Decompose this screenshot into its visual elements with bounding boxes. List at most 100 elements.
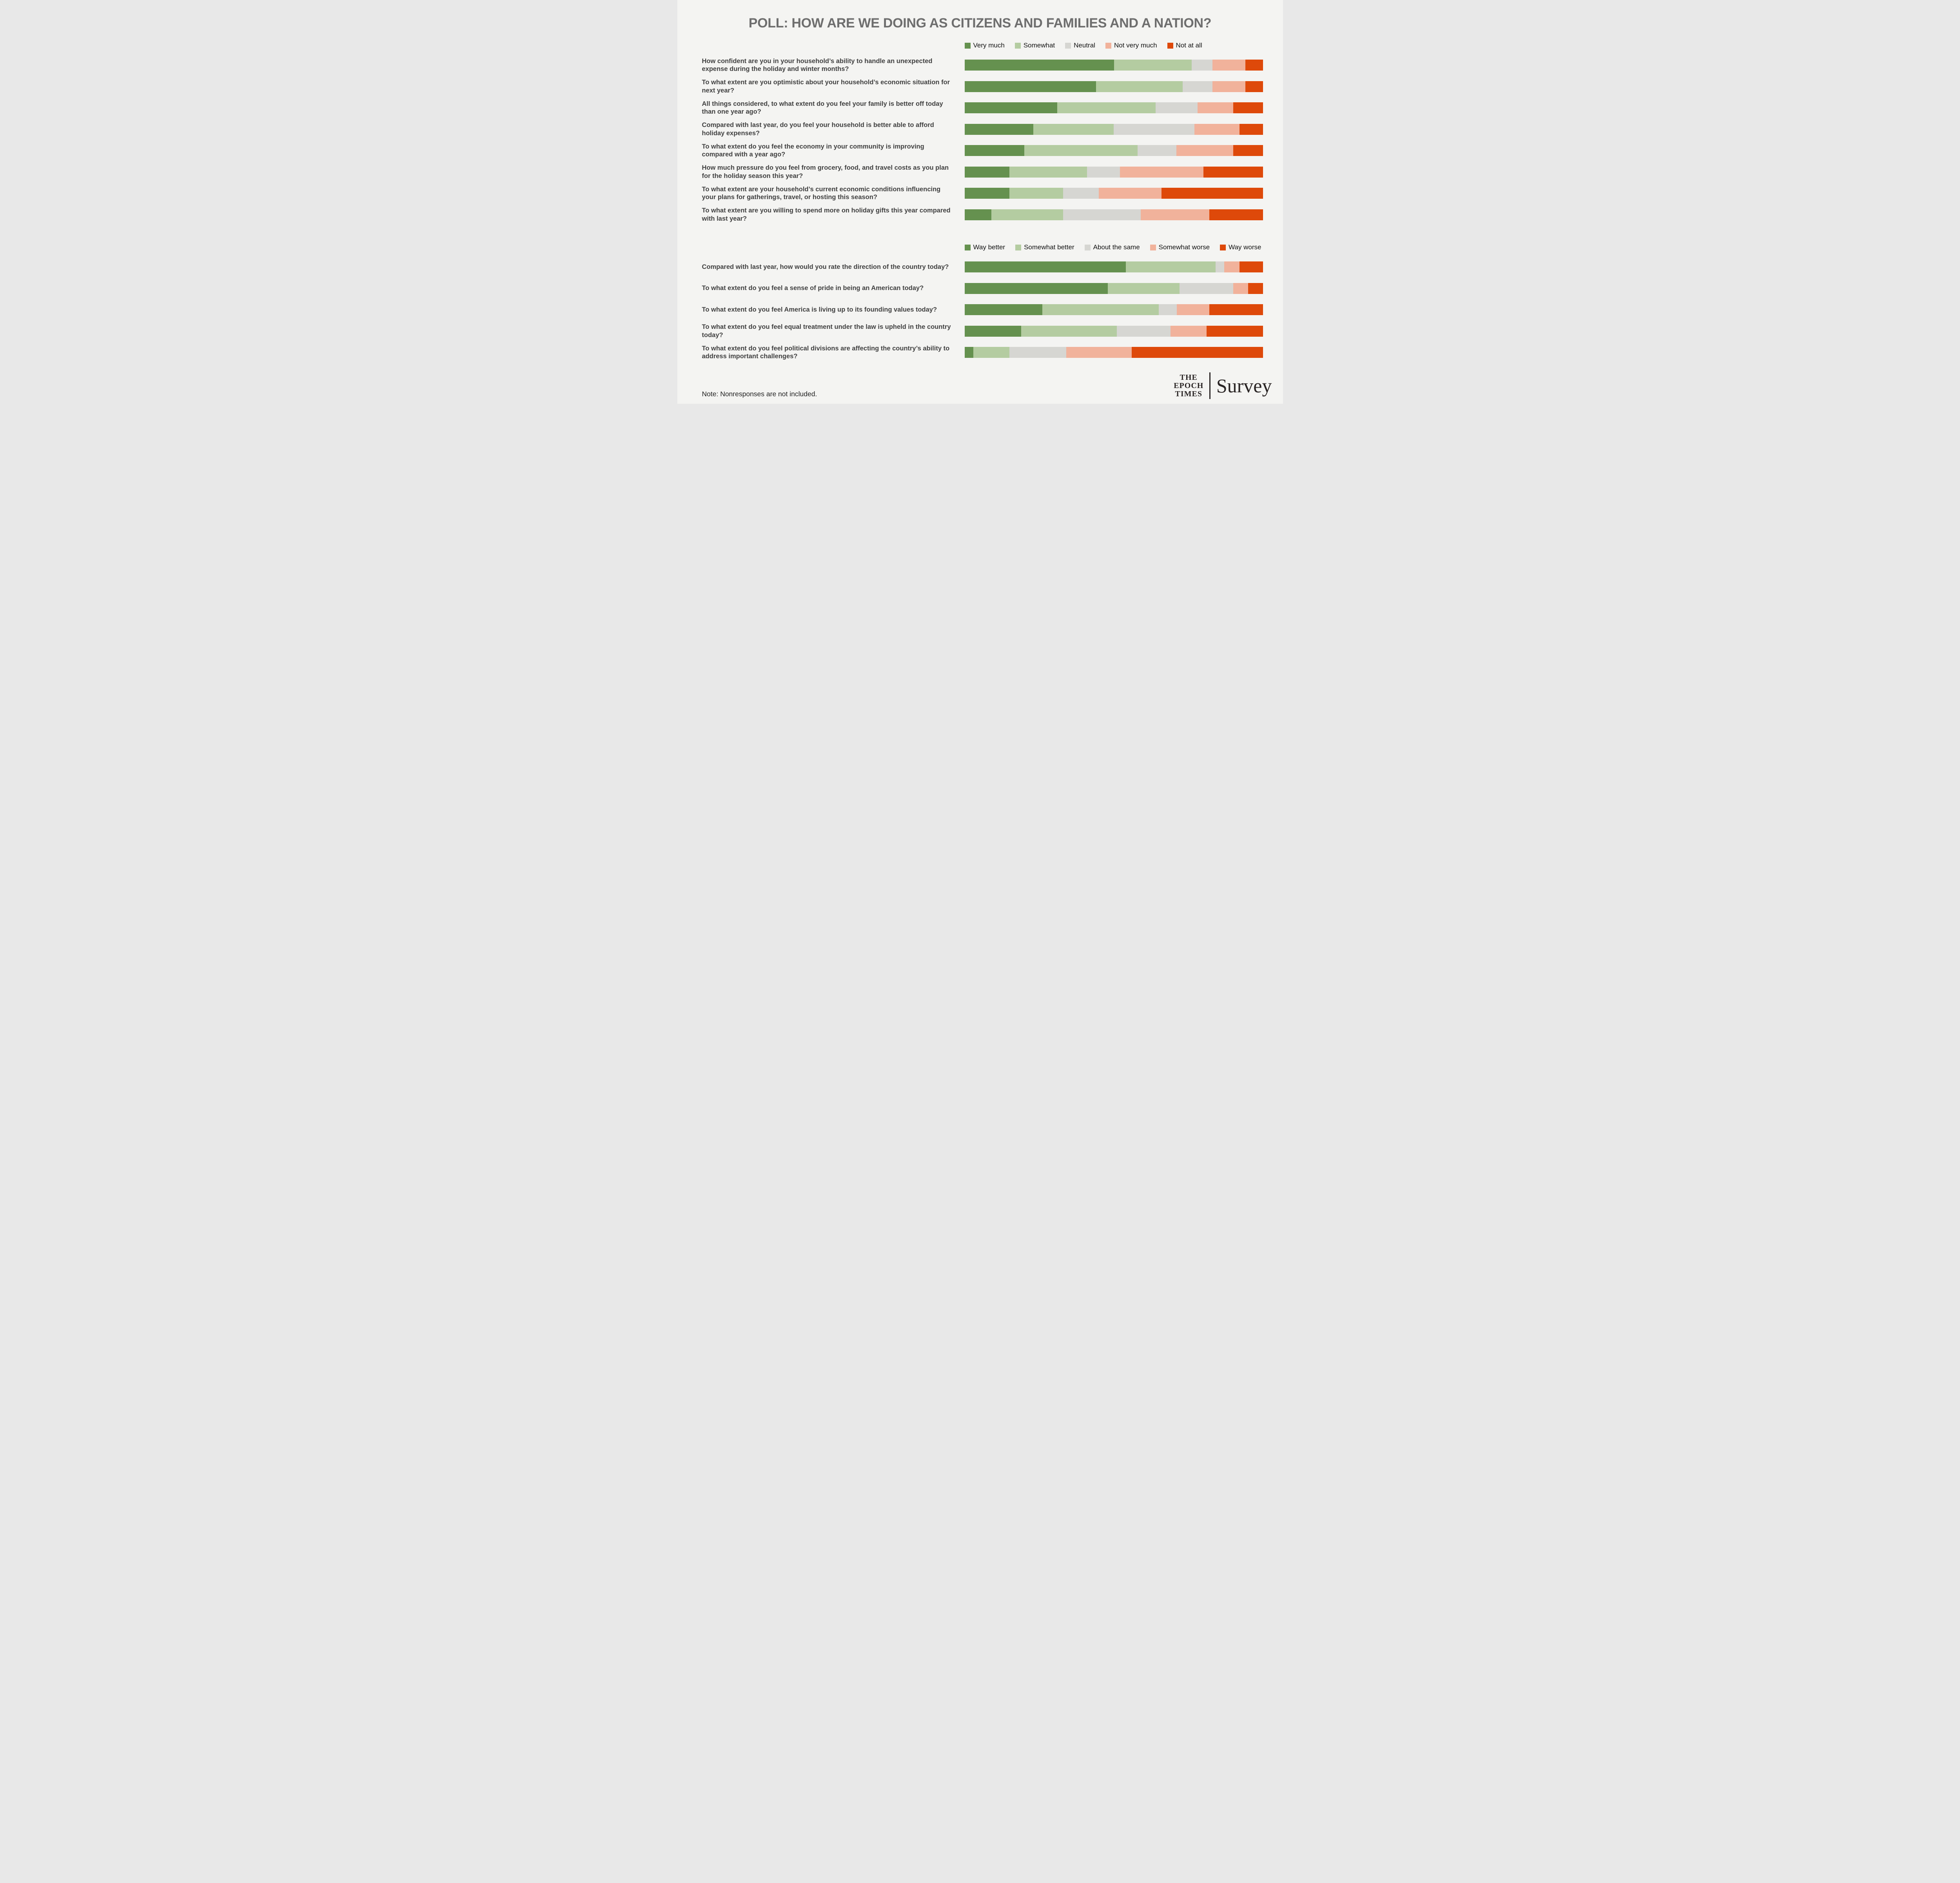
bar-segment-somewhat-worse xyxy=(1066,347,1132,358)
stacked-bar xyxy=(964,102,1263,114)
legend-chart-2: Way better Somewhat better About the sam… xyxy=(964,243,1283,252)
survey-wordmark: Survey xyxy=(1216,375,1272,397)
bar-track xyxy=(964,304,1263,316)
stacked-bar xyxy=(964,347,1263,358)
poll-row: How confident are you in your household’… xyxy=(677,54,1283,76)
question-text: How confident are you in your household’… xyxy=(702,57,933,73)
bar-segment-neutral xyxy=(1191,60,1212,71)
bar-segment-not-very-much xyxy=(1212,81,1245,92)
bar-segment-way-worse xyxy=(1239,261,1263,273)
legend-label: Not very much xyxy=(1114,42,1157,49)
bar-segment-way-worse xyxy=(1209,304,1263,316)
bar-segment-not-at-all xyxy=(1245,81,1263,92)
bar-segment-not-very-much xyxy=(1197,102,1234,114)
bar-segment-neutral xyxy=(1063,209,1141,220)
question-text: To what extent are you optimistic about … xyxy=(702,79,950,94)
bar-segment-not-very-much xyxy=(1212,60,1245,71)
page-title: POLL: HOW ARE WE DOING AS CITIZENS AND F… xyxy=(748,16,1212,31)
question-text: Compared with last year, do you feel you… xyxy=(702,122,934,137)
bar-segment-not-very-much xyxy=(1099,188,1162,199)
bar-segment-very-much xyxy=(964,145,1024,156)
brand-line: TIMES xyxy=(1175,389,1203,398)
question-text: All things considered, to what extent do… xyxy=(702,100,943,116)
brand-line: EPOCH xyxy=(1174,381,1204,390)
legend-label: About the same xyxy=(1093,243,1140,251)
question-text: To what extent do you feel America is li… xyxy=(702,306,937,313)
legend-item: Very much xyxy=(964,42,1005,49)
poll-row: To what extent do you feel a sense of pr… xyxy=(677,278,1283,299)
bar-track xyxy=(964,283,1263,294)
bar-segment-somewhat xyxy=(1114,60,1192,71)
poll-infographic: POLL: HOW ARE WE DOING AS CITIZENS AND F… xyxy=(677,0,1283,404)
bar-segment-not-at-all xyxy=(1161,188,1263,199)
bar-segment-not-very-much xyxy=(1120,166,1204,178)
bar-segment-way-better xyxy=(964,347,974,358)
bar-track xyxy=(964,166,1263,178)
stacked-bar xyxy=(964,325,1263,337)
bar-segment-not-at-all xyxy=(1245,60,1263,71)
legend-item: Somewhat worse xyxy=(1150,243,1210,251)
bar-segment-very-much xyxy=(964,123,1033,135)
stacked-bar xyxy=(964,188,1263,199)
legend-item: Somewhat better xyxy=(1015,243,1074,251)
legend-label: Neutral xyxy=(1074,42,1095,49)
bar-segment-way-worse xyxy=(1206,325,1263,337)
bar-segment-neutral xyxy=(1138,145,1177,156)
legend-swatch-icon xyxy=(1014,42,1021,49)
stacked-bar xyxy=(964,60,1263,71)
legend-swatch-icon xyxy=(1015,244,1022,250)
bar-track xyxy=(964,261,1263,273)
question-text: Compared with last year, how would you r… xyxy=(702,263,949,270)
stacked-bar xyxy=(964,145,1263,156)
bar-segment-somewhat xyxy=(991,209,1063,220)
bar-segment-not-very-much xyxy=(1176,145,1234,156)
bar-segment-way-better xyxy=(964,261,1126,273)
stacked-bar xyxy=(964,304,1263,316)
legend-swatch-icon xyxy=(964,42,971,49)
bar-segment-somewhat xyxy=(1009,166,1087,178)
bar-segment-somewhat-better xyxy=(1042,304,1159,316)
bar-segment-not-very-much xyxy=(1141,209,1210,220)
bar-segment-neutral xyxy=(1114,123,1195,135)
poll-row: To what extent do you feel political div… xyxy=(677,342,1283,363)
poll-row: Compared with last year, how would you r… xyxy=(677,256,1283,278)
bar-track xyxy=(964,60,1263,71)
bar-segment-neutral xyxy=(1156,102,1198,114)
legend-item: Way better xyxy=(964,243,1005,251)
bar-segment-about-the-same xyxy=(1009,347,1066,358)
bar-segment-not-at-all xyxy=(1233,102,1263,114)
poll-row: To what extent do you feel the economy i… xyxy=(677,140,1283,161)
brand-line: THE xyxy=(1180,373,1198,382)
bar-segment-very-much xyxy=(964,102,1057,114)
legend-label: Somewhat better xyxy=(1024,243,1074,251)
legend-label: Somewhat worse xyxy=(1158,243,1210,251)
legend-label: Very much xyxy=(973,42,1005,49)
bar-segment-somewhat-better xyxy=(1125,261,1216,273)
bar-segment-way-worse xyxy=(1132,347,1263,358)
legend-swatch-icon xyxy=(1167,42,1173,49)
legend-item: Neutral xyxy=(1065,42,1095,49)
stacked-bar xyxy=(964,123,1263,135)
bar-segment-about-the-same xyxy=(1215,261,1225,273)
bar-track xyxy=(964,102,1263,114)
bar-segment-about-the-same xyxy=(1158,304,1177,316)
legend-swatch-icon xyxy=(964,244,971,250)
bar-segment-way-better xyxy=(964,304,1042,316)
legend-swatch-icon xyxy=(1220,244,1226,250)
bar-segment-somewhat-worse xyxy=(1171,325,1207,337)
question-text: How much pressure do you feel from groce… xyxy=(702,164,949,180)
bar-segment-somewhat xyxy=(1024,145,1138,156)
legend-item: Somewhat xyxy=(1014,42,1055,49)
bar-segment-not-at-all xyxy=(1239,123,1263,135)
question-text: To what extent are you willing to spend … xyxy=(702,207,951,222)
epoch-times-wordmark: THE EPOCH TIMES xyxy=(1174,373,1204,398)
stacked-bar xyxy=(964,209,1263,220)
chart-nation-direction: Way better Somewhat better About the sam… xyxy=(677,243,1283,363)
bar-segment-somewhat-worse xyxy=(1176,304,1210,316)
poll-row: All things considered, to what extent do… xyxy=(677,97,1283,119)
legend-label: Somewhat xyxy=(1023,42,1055,49)
legend-item: Not very much xyxy=(1105,42,1157,49)
poll-row: To what extent do you feel America is li… xyxy=(677,299,1283,321)
bar-segment-about-the-same xyxy=(1180,283,1234,294)
chart-household-economy: Very much Somewhat Neutral Not very much… xyxy=(677,41,1283,225)
